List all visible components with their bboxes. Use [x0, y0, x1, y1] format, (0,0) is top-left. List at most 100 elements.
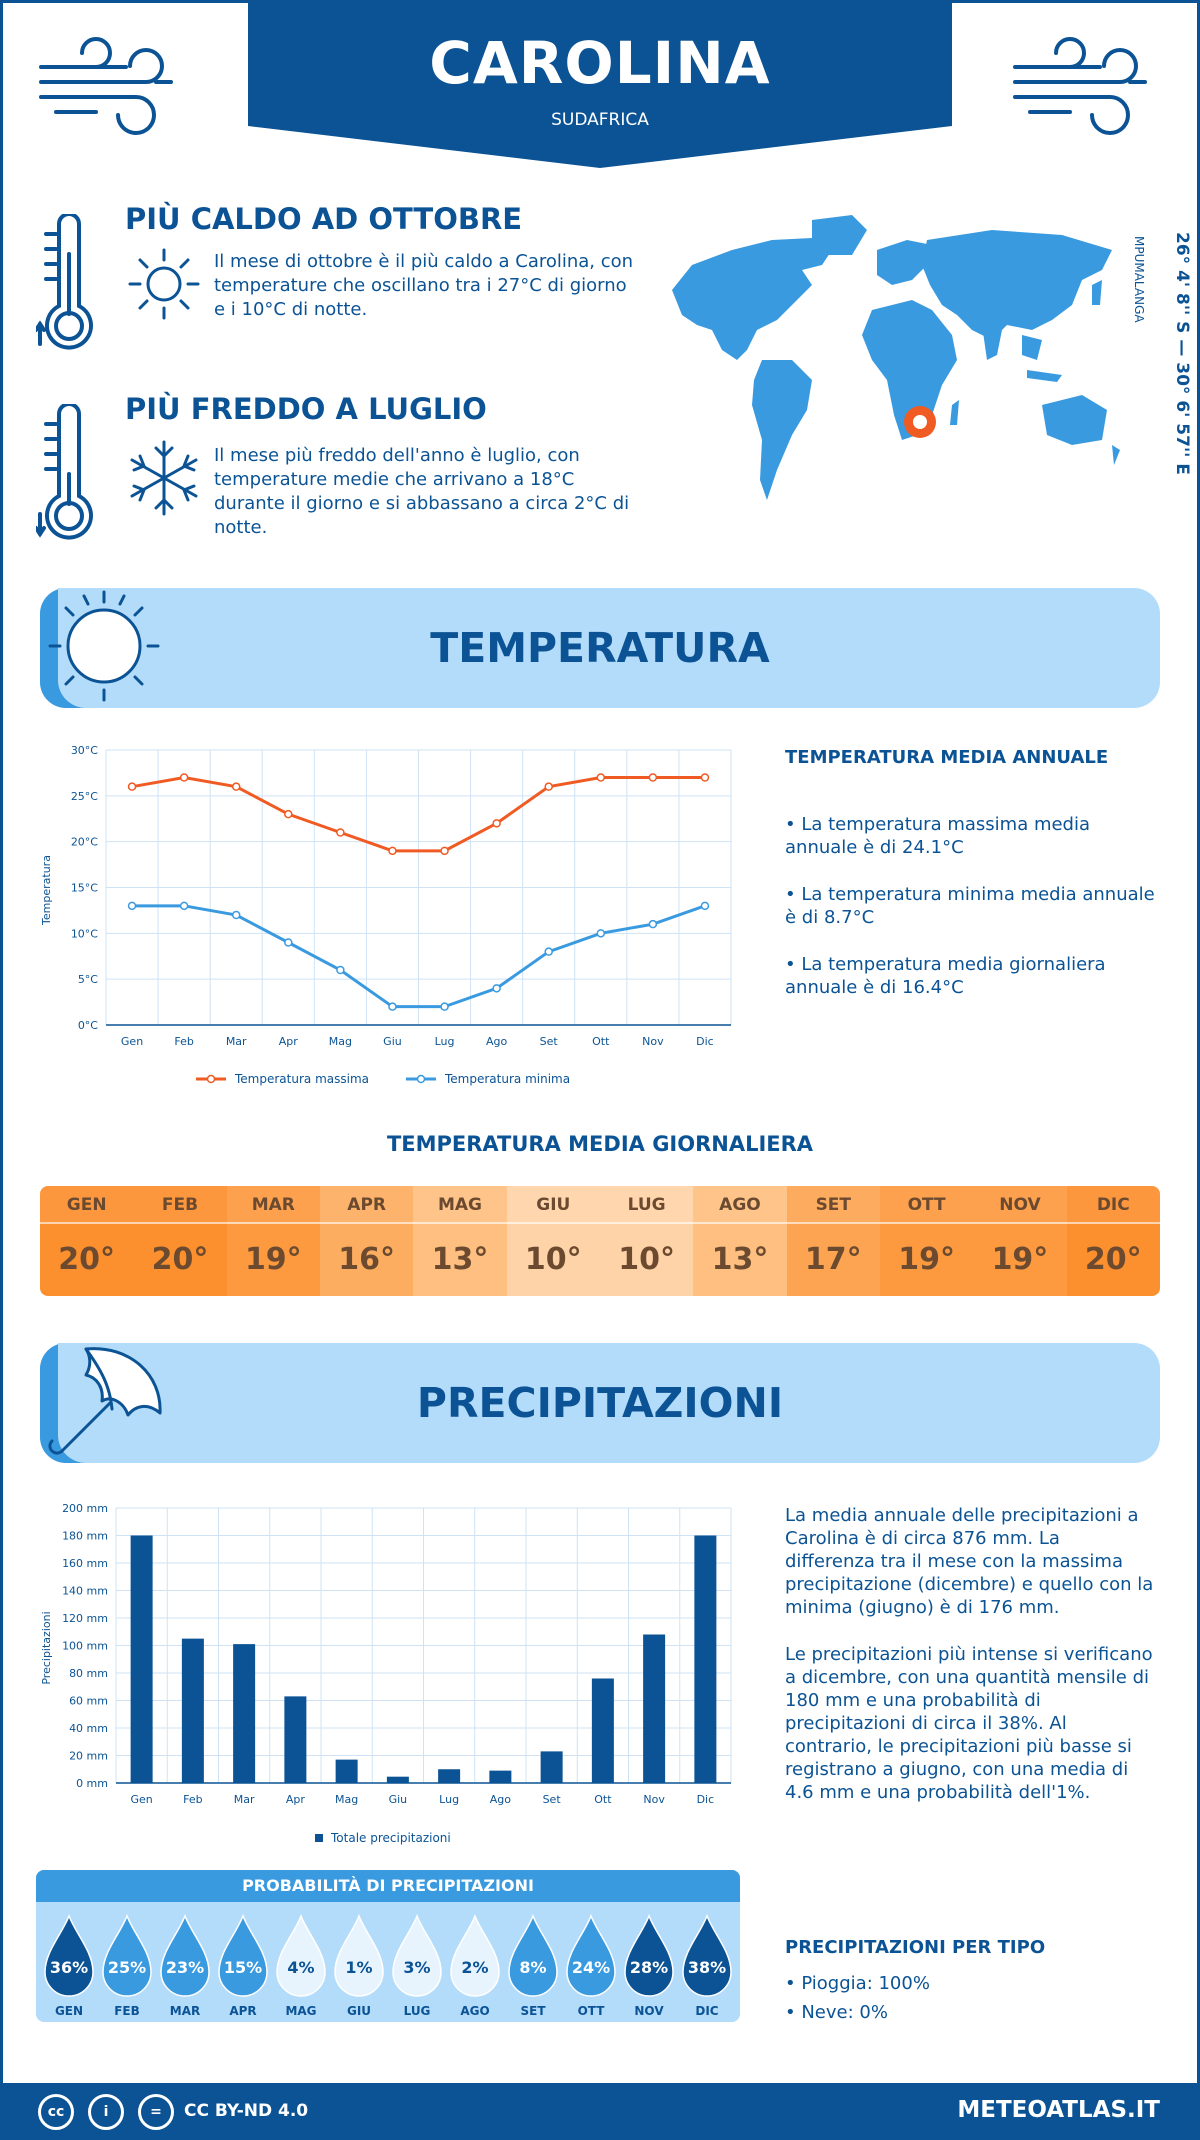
x-tick-label: Gen [121, 1035, 143, 1048]
header-banner: CAROLINA SUDAFRICA [248, 0, 952, 168]
y-tick-label: 40 mm [69, 1722, 108, 1735]
daily-temp-value: 20° [58, 1242, 116, 1277]
x-tick-label: Set [540, 1035, 559, 1048]
daily-temp-value: 16° [338, 1242, 396, 1277]
y-tick-label: 10°C [71, 927, 98, 940]
site-link[interactable]: METEOATLAS.IT [957, 2097, 1160, 2123]
data-point [179, 901, 189, 911]
probability-month: APR [229, 2004, 257, 2018]
daily-temp-month: DIC [1066, 1186, 1160, 1224]
probability-percent: 23% [165, 1958, 205, 1977]
data-point [231, 782, 241, 791]
raindrop-icon [682, 1914, 732, 1997]
precipitation-bar [540, 1751, 563, 1783]
y-tick-label: 5°C [78, 973, 98, 986]
probability-month: FEB [114, 2004, 140, 2018]
daily-temp-cell: NOV 19° [973, 1186, 1067, 1296]
data-point [336, 965, 345, 975]
x-tick-label: Nov [643, 1793, 665, 1806]
x-tick-label: Apr [279, 1035, 299, 1048]
data-point [700, 901, 710, 911]
data-point [336, 828, 345, 837]
probability-percent: 28% [629, 1958, 669, 1977]
y-tick-label: 80 mm [69, 1667, 108, 1680]
precipitation-section-banner: PRECIPITAZIONI [40, 1343, 1160, 1463]
attribution-icon: i [88, 2094, 124, 2130]
temperature-chart: 0°C 5°C 10°C 15°C 20°C 25°C 30°C Gen Feb Mar Apr M… [40, 744, 732, 1086]
raindrop-icon [218, 1914, 268, 1997]
x-tick-label: Mag [329, 1035, 352, 1048]
probability-row: 36% GEN 25% FEB 23% MAR 15% APR 4% MAG 1% GIU 3% LUG 2… [36, 1902, 740, 2022]
probability-percent: 8% [519, 1958, 547, 1977]
raindrop-icon [276, 1914, 326, 1997]
hottest-title: PIÙ CALDO AD OTTOBRE [125, 202, 523, 236]
daily-temp-cell: LUG 10° [599, 1186, 694, 1296]
data-point [596, 929, 606, 938]
precipitation-bar [335, 1759, 358, 1783]
precipitation-legend: Totale precipitazioni [315, 1831, 451, 1845]
snowflake-icon [130, 440, 198, 516]
precipitation-bar [233, 1644, 256, 1783]
x-tick-label: Ago [486, 1035, 508, 1048]
series-line-min [132, 904, 706, 1009]
data-point [440, 1002, 449, 1011]
hottest-fact: PIÙ CALDO AD OTTOBRE Il mese di ottobre … [36, 202, 636, 362]
raindrop-icon [450, 1914, 500, 1997]
y-tick-label: 60 mm [69, 1695, 108, 1708]
y-tick-label: 20°C [71, 836, 98, 849]
probability-month: OTT [577, 2004, 605, 2018]
data-point [648, 919, 658, 929]
series-line-max [131, 775, 705, 853]
raindrop-icon [392, 1914, 442, 1997]
temperature-legend: Temperatura massima Temperatura minima [196, 1072, 570, 1086]
data-point [284, 809, 293, 819]
precipitation-bar [438, 1769, 461, 1783]
annual-min-text: • La temperatura minima media annuale è … [785, 884, 1155, 928]
probability-percent: 25% [107, 1958, 147, 1977]
x-tick-label: Ott [594, 1793, 612, 1806]
city-title: CAROLINA [429, 29, 771, 97]
precipitation-bar [489, 1770, 512, 1783]
y-tick-label: 100 mm [62, 1640, 108, 1653]
data-point [440, 846, 449, 856]
x-tick-label: Mar [226, 1035, 247, 1048]
temperature-chart-grid [105, 749, 732, 1026]
probability-month: SET [520, 2004, 546, 2018]
daily-temp-cell: SET 17° [786, 1186, 880, 1296]
y-tick-label: 30°C [71, 744, 98, 757]
probability-percent: 1% [345, 1958, 373, 1977]
data-point [388, 846, 397, 856]
umbrella-icon [48, 1347, 162, 1455]
probability-drop: 15% APR [214, 1912, 272, 2022]
precipitation-probability-box: PROBABILITÀ DI PRECIPITAZIONI 36% GEN 25% F… [36, 1870, 740, 2022]
daily-temp-cell: AGO 13° [693, 1186, 787, 1296]
country-subtitle: SUDAFRICA [551, 110, 649, 130]
daily-temp-month: LUG [599, 1186, 694, 1224]
daily-temp-cell: APR 16° [319, 1186, 414, 1296]
precipitation-section-title: PRECIPITAZIONI [416, 1379, 784, 1427]
legend-min-label: Temperatura minima [444, 1072, 570, 1086]
data-point [231, 910, 241, 920]
daily-temp-cell: MAG 13° [413, 1186, 507, 1296]
daily-temp-cell: GIU 10° [506, 1186, 600, 1296]
legend-max-label: Temperatura massima [234, 1072, 369, 1086]
data-point [700, 773, 710, 782]
daily-temp-month: GIU [506, 1186, 600, 1224]
data-point [492, 984, 501, 993]
probability-percent: 3% [403, 1958, 431, 1977]
probability-month: MAR [169, 2004, 201, 2018]
probability-drop: 24% OTT [562, 1912, 620, 2022]
y-tick-label: 200 mm [62, 1502, 108, 1515]
raindrop-icon [102, 1914, 152, 1997]
probability-month: NOV [634, 2004, 664, 2018]
x-tick-label: Dic [697, 1793, 715, 1806]
probability-drop: 25% FEB [98, 1912, 156, 2022]
region-text: MPUMALANGA [1132, 236, 1146, 323]
x-tick-label: Feb [174, 1035, 193, 1048]
raindrop-icon [44, 1914, 94, 1997]
precipitation-bar [694, 1535, 717, 1783]
probability-month: DIC [695, 2004, 719, 2018]
probability-percent: 24% [571, 1958, 611, 1977]
daily-temp-value: 19° [244, 1242, 302, 1277]
sun-icon [48, 590, 160, 702]
